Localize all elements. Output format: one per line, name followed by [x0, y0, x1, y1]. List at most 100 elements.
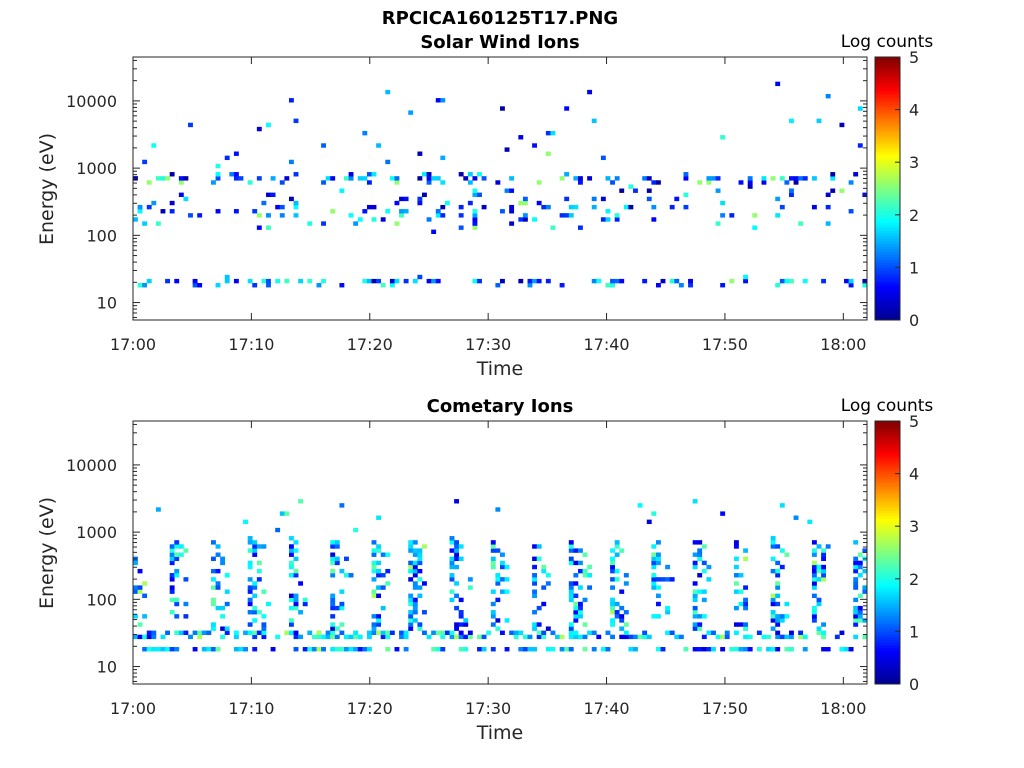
heatmap-cell	[770, 593, 776, 598]
heatmap-cell	[614, 601, 620, 607]
heatmap-cell	[733, 564, 739, 570]
heatmap-cell	[330, 176, 336, 181]
heatmap-cell	[564, 196, 570, 202]
heatmap-cell	[651, 564, 657, 570]
colorbar-segment	[875, 478, 900, 482]
colorbar-cometary: 0 1 2 3 4 5	[874, 412, 919, 694]
heatmap-cell	[555, 634, 560, 640]
heatmap-cell	[596, 278, 602, 284]
heatmap-cell	[247, 630, 253, 635]
heatmap-cell	[366, 647, 372, 652]
heatmap-cell	[293, 634, 299, 640]
heatmap-cell	[220, 556, 226, 562]
heatmap-cell	[490, 556, 496, 562]
colorbar-segment	[875, 235, 900, 239]
heatmap-cell	[637, 503, 643, 508]
heatmap-cell	[573, 548, 579, 553]
heatmap-cell	[412, 610, 418, 615]
colorbar-segment	[875, 114, 900, 118]
heatmap-cell	[288, 630, 294, 635]
heatmap-cell	[197, 213, 203, 218]
heatmap-cell	[591, 647, 597, 652]
heatmap-cell	[362, 647, 368, 652]
colorbar-segment	[875, 227, 900, 231]
heatmap-cell	[518, 217, 524, 222]
heatmap-cell	[458, 225, 464, 230]
heatmap-cell	[733, 544, 739, 549]
heatmap-cell	[513, 630, 519, 635]
heatmap-cell	[422, 581, 427, 586]
heatmap-cell	[334, 556, 340, 562]
x-tick-label: 18:00	[820, 699, 866, 718]
heatmap-cell	[495, 548, 501, 553]
heatmap-cell	[747, 634, 753, 640]
heatmap-cell	[210, 601, 216, 607]
heatmap-cell	[316, 283, 322, 288]
heatmap-cell	[568, 548, 574, 553]
colorbar-segment	[875, 639, 900, 643]
colorbar-segment	[875, 267, 900, 271]
heatmap-cell	[472, 278, 478, 284]
x-axis-solar-wind: 17:00 17:10 17:20 17:30 17:40 17:50 18:00	[110, 57, 866, 354]
heatmap-cell	[825, 93, 831, 99]
heatmap-cell	[330, 626, 336, 631]
heatmap-cell	[422, 610, 427, 615]
heatmap-cell	[784, 552, 790, 557]
heatmap-cell	[697, 614, 703, 619]
heatmap-cell	[224, 573, 230, 578]
heatmap-cell	[210, 180, 216, 185]
heatmap-cell	[724, 634, 730, 640]
heatmap-cell	[435, 647, 441, 652]
heatmap-cell	[376, 548, 382, 553]
heatmap-cell	[623, 634, 629, 640]
heatmap-cell	[298, 499, 304, 504]
heatmap-cell	[454, 540, 460, 545]
colorbar-segment	[875, 586, 900, 590]
y-tick-label: 10	[97, 658, 117, 677]
heatmap-cell	[366, 630, 372, 635]
heatmap-cell	[600, 647, 606, 652]
heatmap-cell	[454, 556, 460, 562]
heatmap-cell	[747, 176, 753, 181]
colorbar-frame	[874, 420, 901, 685]
heatmap-cell	[619, 618, 625, 623]
heatmap-cell	[697, 180, 703, 185]
heatmap-cell	[802, 647, 808, 652]
x-tick-label: 17:00	[110, 335, 156, 354]
heatmap-cell	[532, 589, 537, 594]
heatmap-cell	[743, 626, 749, 631]
heatmap-cell	[577, 180, 583, 185]
colorbar-segment	[875, 649, 900, 653]
heatmap-cell	[403, 630, 409, 635]
colorbar-segment	[875, 665, 900, 669]
heatmap-cell	[330, 540, 336, 545]
heatmap-cell	[192, 283, 198, 288]
heatmap-cell	[775, 213, 781, 218]
colorbar-segment	[875, 447, 900, 451]
heatmap-cell	[848, 180, 854, 185]
heatmap-cell	[642, 634, 648, 640]
heatmap-cell	[495, 507, 501, 512]
heatmap-cell	[247, 585, 253, 590]
heatmap-cell	[789, 192, 794, 198]
heatmap-cell	[821, 634, 827, 640]
heatmap-cell	[288, 544, 294, 549]
heatmap-cell	[733, 573, 739, 578]
heatmap-cell	[146, 204, 152, 210]
heatmap-cell	[811, 548, 817, 553]
heatmap-cell	[288, 593, 294, 598]
heatmap-cell	[348, 647, 354, 652]
heatmap-cell	[371, 278, 377, 284]
heatmap-cell	[307, 647, 313, 652]
heatmap-cell	[339, 622, 345, 627]
heatmap-cell	[467, 577, 473, 582]
heatmap-cell	[311, 647, 317, 652]
heatmap-cell	[651, 556, 657, 562]
colorbar-segment	[875, 206, 900, 210]
heatmap-cell	[224, 630, 230, 635]
heatmap-cell	[330, 568, 336, 574]
heatmap-cell	[536, 556, 542, 562]
heatmap-cell	[665, 610, 671, 615]
colorbar-segment	[875, 536, 900, 540]
heatmap-cell	[275, 278, 281, 284]
